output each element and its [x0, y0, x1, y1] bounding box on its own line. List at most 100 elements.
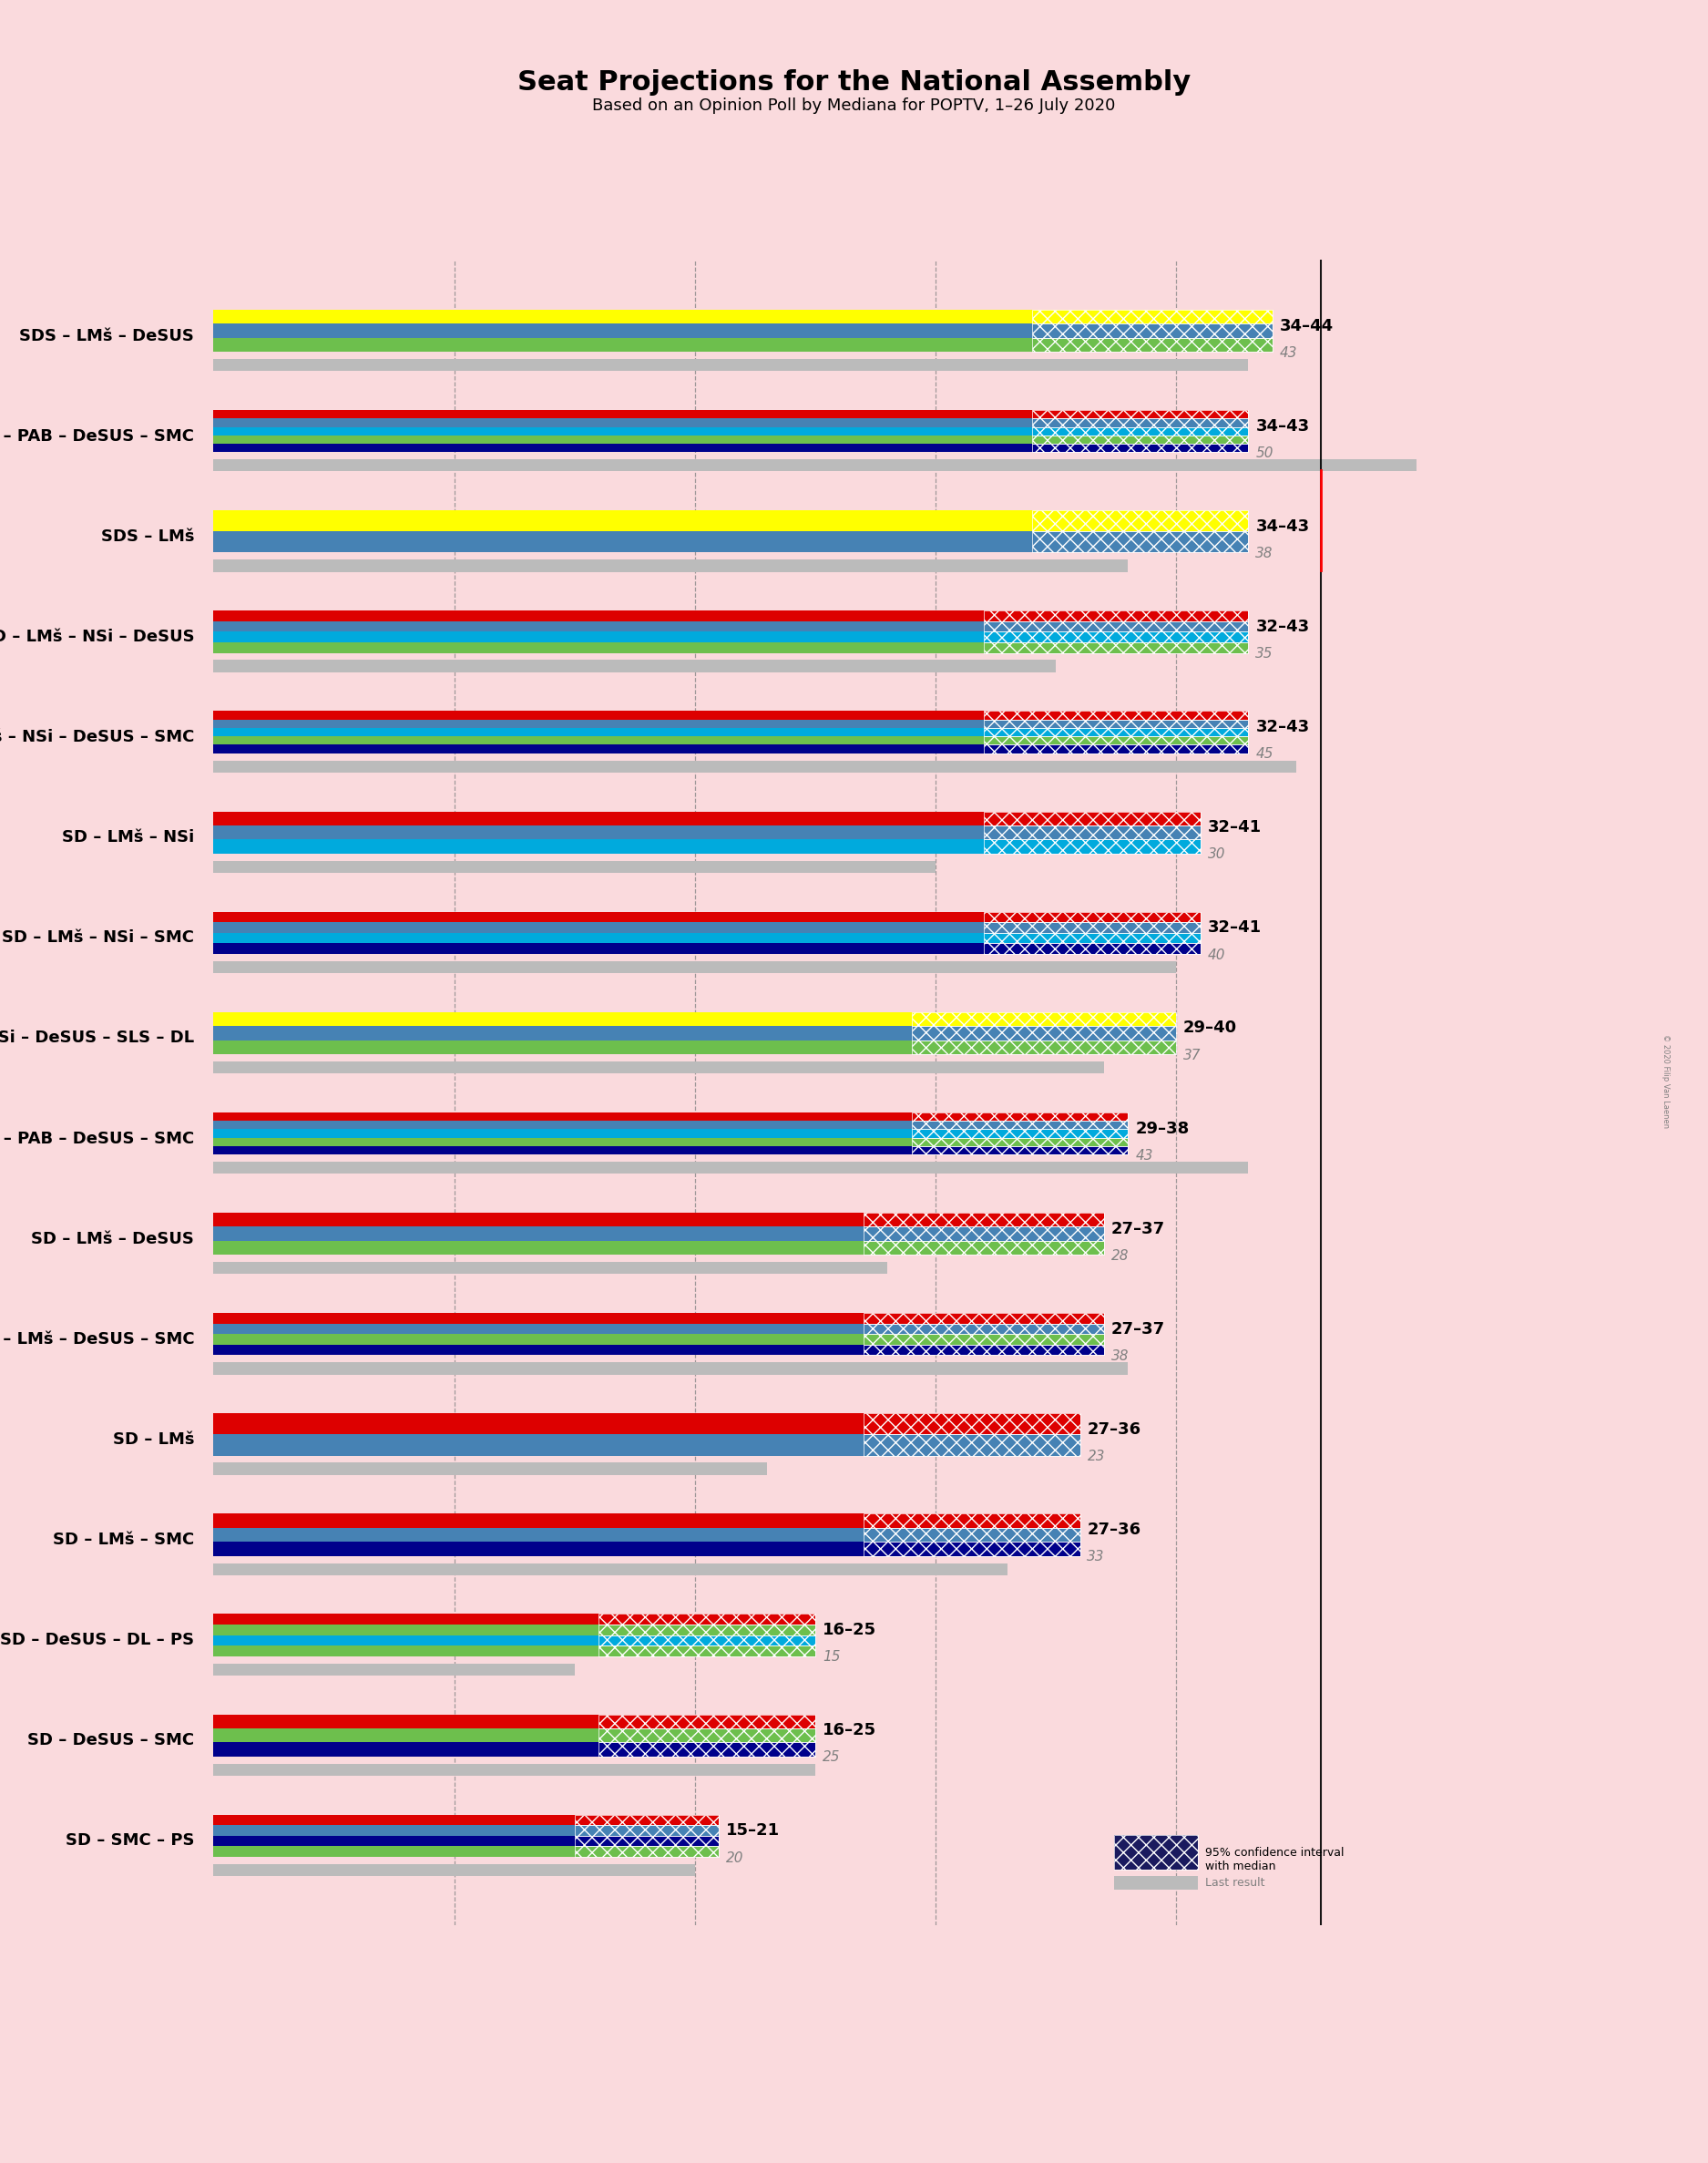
- Bar: [214, 1715, 598, 1728]
- Bar: [214, 660, 1056, 673]
- Bar: [912, 1138, 1127, 1146]
- Bar: [1032, 309, 1272, 324]
- Bar: [214, 1138, 912, 1146]
- Bar: [214, 1815, 574, 1826]
- Text: 20: 20: [726, 1852, 745, 1865]
- Bar: [214, 735, 984, 744]
- Bar: [863, 1313, 1103, 1324]
- Bar: [214, 632, 984, 642]
- Bar: [863, 1242, 1103, 1255]
- Bar: [214, 1313, 863, 1324]
- Bar: [214, 1847, 574, 1856]
- Bar: [984, 943, 1201, 954]
- Bar: [1032, 532, 1249, 552]
- Bar: [984, 642, 1249, 653]
- Bar: [984, 632, 1249, 642]
- Bar: [863, 1345, 1103, 1356]
- Text: SD – LMš – NSi – SMC: SD – LMš – NSi – SMC: [2, 930, 195, 945]
- Bar: [1032, 510, 1249, 532]
- Text: 16–25: 16–25: [823, 1722, 876, 1739]
- Bar: [1114, 1834, 1197, 1869]
- Bar: [214, 1040, 912, 1053]
- Bar: [214, 1324, 863, 1335]
- Bar: [214, 426, 1032, 435]
- Text: 38: 38: [1255, 547, 1274, 560]
- Bar: [984, 712, 1249, 720]
- Text: 25: 25: [823, 1750, 840, 1765]
- Bar: [984, 826, 1201, 839]
- Bar: [863, 1434, 1079, 1456]
- Bar: [863, 1335, 1103, 1345]
- Bar: [1032, 426, 1249, 435]
- Bar: [214, 932, 984, 943]
- Bar: [214, 610, 984, 621]
- Text: SD – LMš: SD – LMš: [113, 1432, 195, 1447]
- Text: 45: 45: [1255, 748, 1274, 761]
- Bar: [863, 1213, 1103, 1226]
- Text: 40: 40: [1208, 947, 1225, 963]
- Bar: [984, 839, 1201, 854]
- Bar: [214, 1062, 1103, 1073]
- Text: SD – LMš – DeSUS – SMC: SD – LMš – DeSUS – SMC: [0, 1330, 195, 1348]
- Text: SDS – LMš – DeSUS: SDS – LMš – DeSUS: [19, 327, 195, 344]
- Bar: [984, 632, 1249, 642]
- Bar: [214, 324, 1032, 337]
- Bar: [984, 826, 1201, 839]
- Bar: [1032, 443, 1249, 452]
- Bar: [984, 921, 1201, 932]
- Bar: [214, 960, 1177, 973]
- Text: Last result: Last result: [1206, 1877, 1264, 1888]
- Text: 30: 30: [1208, 848, 1225, 861]
- Bar: [214, 861, 936, 874]
- Bar: [598, 1715, 815, 1728]
- Bar: [863, 1542, 1079, 1555]
- Bar: [214, 826, 984, 839]
- Bar: [912, 1146, 1127, 1155]
- Bar: [574, 1847, 719, 1856]
- Bar: [214, 811, 984, 826]
- Text: SDS – LMš: SDS – LMš: [101, 528, 195, 545]
- Bar: [598, 1715, 815, 1728]
- Bar: [214, 1412, 863, 1434]
- Bar: [984, 932, 1201, 943]
- Bar: [214, 761, 1296, 772]
- Bar: [863, 1412, 1079, 1434]
- Bar: [984, 744, 1249, 753]
- Bar: [598, 1614, 815, 1624]
- Bar: [1032, 309, 1272, 324]
- Bar: [598, 1646, 815, 1657]
- Bar: [214, 1663, 574, 1676]
- Text: SD – LMš – NSi – DeSUS: SD – LMš – NSi – DeSUS: [0, 629, 195, 645]
- Text: SD – LMš – DeSUS: SD – LMš – DeSUS: [31, 1231, 195, 1248]
- Bar: [214, 921, 984, 932]
- Bar: [598, 1635, 815, 1646]
- Bar: [863, 1226, 1103, 1242]
- Text: 16–25: 16–25: [823, 1622, 876, 1637]
- Text: SD – DeSUS – SMC: SD – DeSUS – SMC: [27, 1733, 195, 1748]
- Bar: [214, 1345, 863, 1356]
- Text: 95% confidence interval: 95% confidence interval: [1206, 1847, 1344, 1858]
- Bar: [863, 1434, 1079, 1456]
- Bar: [1032, 411, 1249, 417]
- Bar: [214, 510, 1032, 532]
- Text: 28: 28: [1112, 1248, 1129, 1263]
- Bar: [1114, 1875, 1197, 1890]
- Bar: [984, 720, 1249, 729]
- Bar: [214, 359, 1249, 372]
- Bar: [214, 1542, 863, 1555]
- Bar: [214, 1025, 912, 1040]
- Bar: [863, 1542, 1079, 1555]
- Text: 29–40: 29–40: [1184, 1021, 1237, 1036]
- Bar: [984, 642, 1249, 653]
- Bar: [598, 1728, 815, 1743]
- Bar: [912, 1040, 1177, 1053]
- Bar: [214, 417, 1032, 426]
- Bar: [598, 1728, 815, 1743]
- Bar: [863, 1514, 1079, 1527]
- Bar: [574, 1826, 719, 1836]
- Bar: [984, 712, 1249, 720]
- Bar: [984, 913, 1201, 921]
- Bar: [214, 309, 1032, 324]
- Bar: [214, 1213, 863, 1226]
- Text: 32–43: 32–43: [1255, 619, 1310, 636]
